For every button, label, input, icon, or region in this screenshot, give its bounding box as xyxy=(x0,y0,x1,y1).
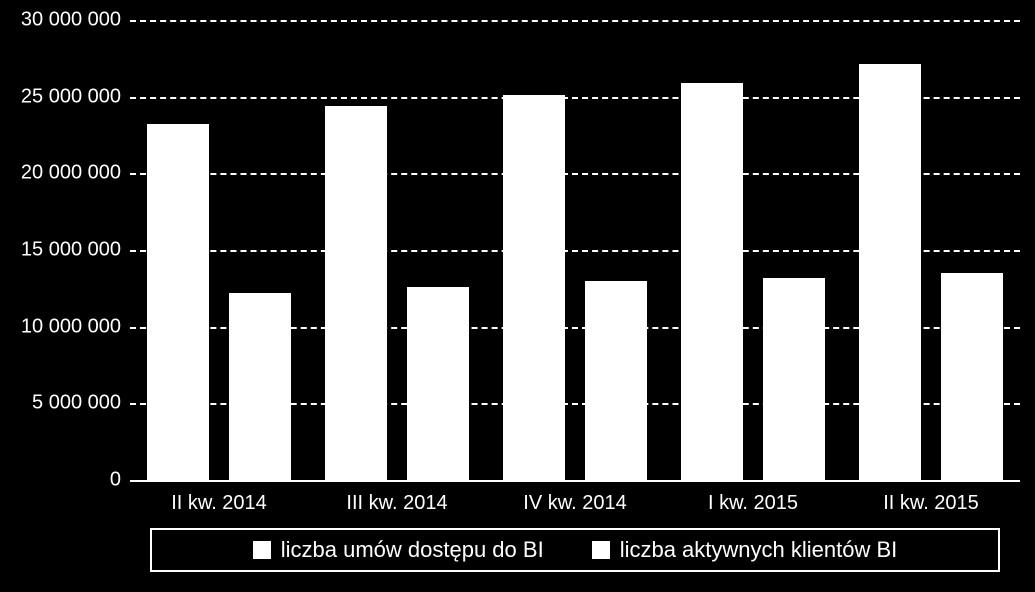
legend-swatch-icon xyxy=(253,541,271,559)
y-axis-label: 10 000 000 xyxy=(11,315,121,338)
x-axis-label: II kw. 2014 xyxy=(171,492,267,515)
x-axis-label: II kw. 2015 xyxy=(883,492,979,515)
x-axis-label: IV kw. 2014 xyxy=(523,492,626,515)
y-axis-label: 20 000 000 xyxy=(11,162,121,185)
y-axis-label: 30 000 000 xyxy=(11,9,121,32)
legend-item-series-2: liczba aktywnych klientów BI xyxy=(592,537,898,563)
bar-series-1 xyxy=(325,106,387,480)
legend-label: liczba aktywnych klientów BI xyxy=(620,537,898,563)
legend: liczba umów dostępu do BI liczba aktywny… xyxy=(150,528,1000,572)
bar-series-1 xyxy=(681,83,743,480)
grid-line xyxy=(130,20,1020,22)
chart-container: 0 5 000 000 10 000 000 15 000 000 20 000 000… xyxy=(0,0,1035,592)
y-axis-label: 25 000 000 xyxy=(11,85,121,108)
bar-series-2 xyxy=(229,293,291,480)
bar-series-2 xyxy=(763,278,825,480)
bar-series-1 xyxy=(503,95,565,480)
x-axis-label: III kw. 2014 xyxy=(346,492,447,515)
bar-series-1 xyxy=(147,124,209,480)
bar-series-2 xyxy=(407,287,469,480)
x-axis-label: I kw. 2015 xyxy=(708,492,798,515)
plot-area xyxy=(130,20,1020,480)
bar-series-1 xyxy=(859,64,921,480)
bar-series-2 xyxy=(585,281,647,480)
legend-swatch-icon xyxy=(592,541,610,559)
legend-label: liczba umów dostępu do BI xyxy=(281,537,544,563)
y-axis-label: 5 000 000 xyxy=(11,392,121,415)
y-axis-label: 15 000 000 xyxy=(11,239,121,262)
axis-baseline xyxy=(130,480,1020,482)
y-axis-label: 0 xyxy=(11,469,121,492)
bar-series-2 xyxy=(941,273,1003,480)
legend-item-series-1: liczba umów dostępu do BI xyxy=(253,537,544,563)
